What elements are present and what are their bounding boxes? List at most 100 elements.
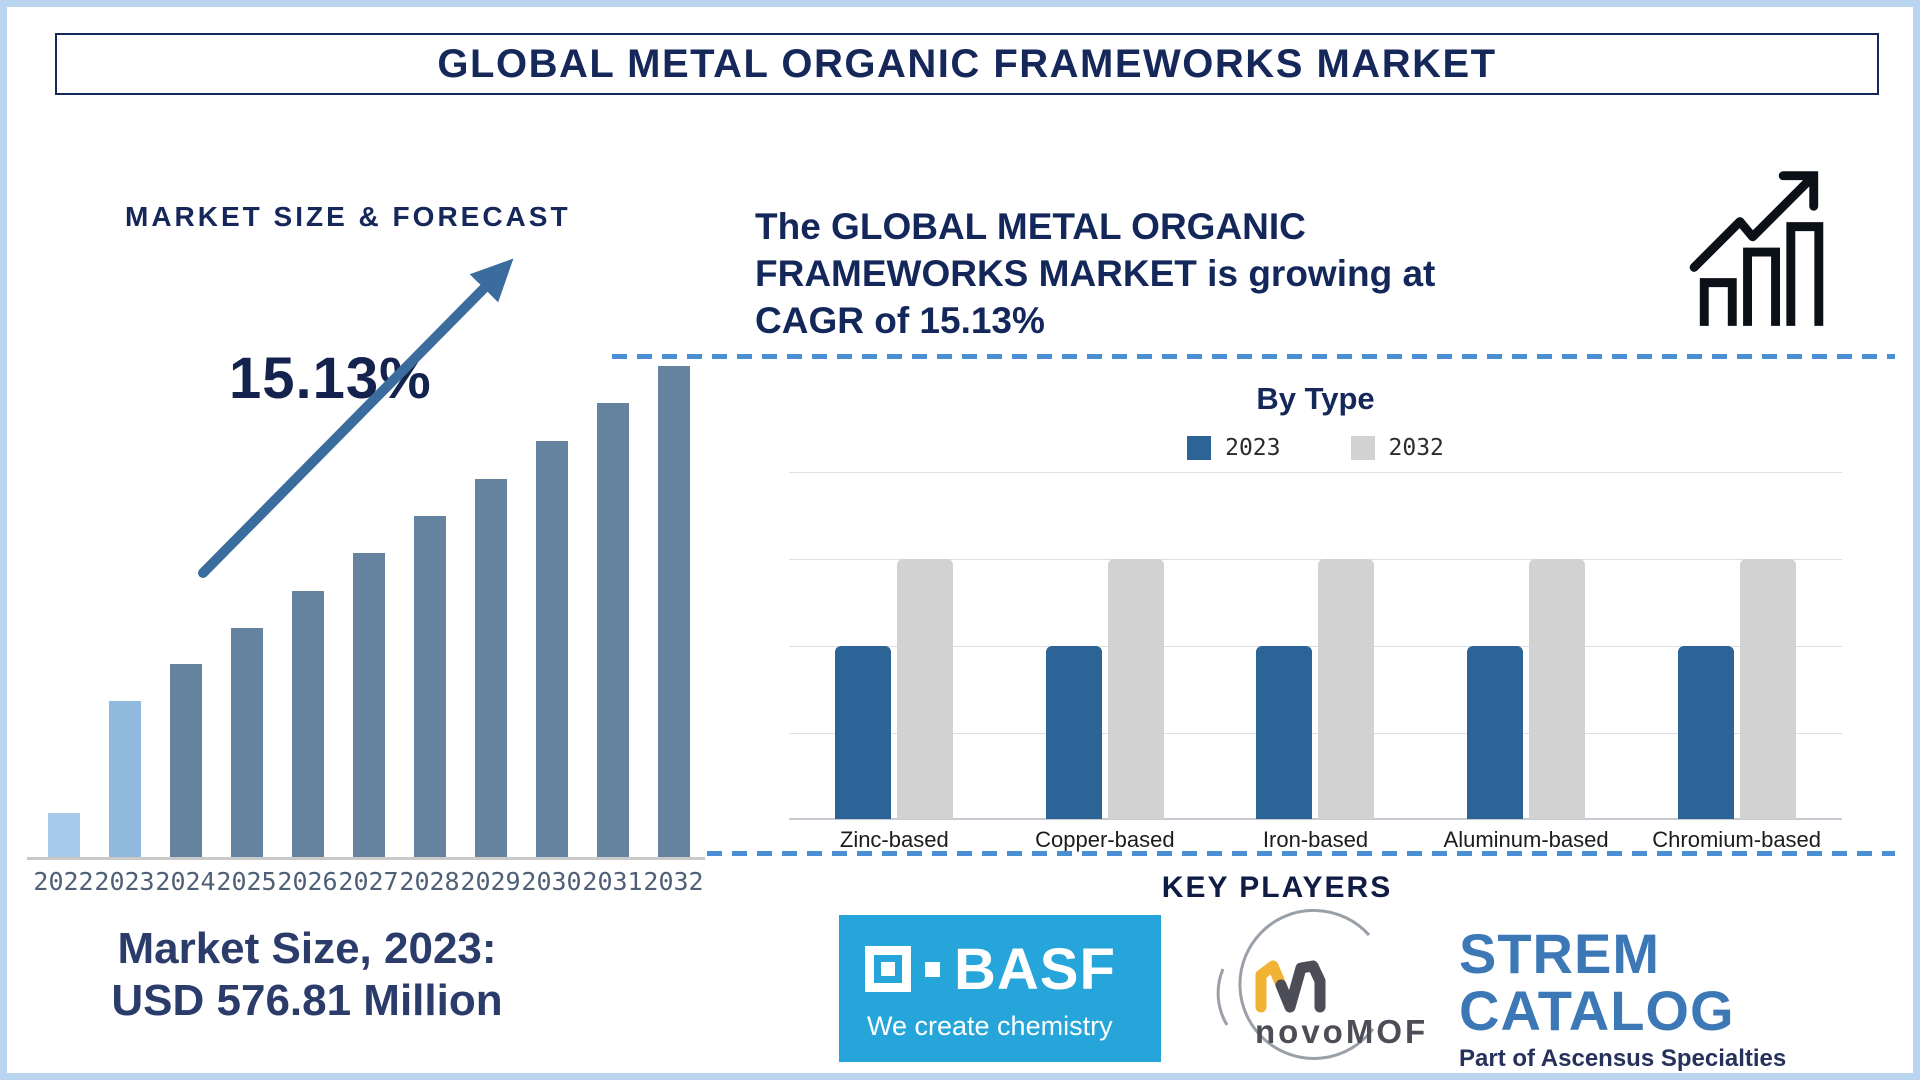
key-players-heading: KEY PLAYERS	[1161, 871, 1393, 904]
bar-group-Copper-based	[1000, 472, 1211, 819]
bar-Iron-based-2032	[1318, 559, 1375, 819]
by-type-category-axis: Zinc-based Copper-based Iron-based Aluminum…	[789, 827, 1842, 853]
basf-square-icon	[865, 946, 911, 992]
year-label-2027: 2027	[338, 867, 399, 896]
left-chart-baseline	[27, 857, 705, 860]
bar-slot-2026	[277, 357, 338, 858]
basf-tagline: We create chemistry	[867, 1010, 1113, 1041]
bar-Zinc-based-2023	[835, 646, 892, 819]
market-size-bar-chart	[33, 357, 704, 858]
bar-Copper-based-2023	[1045, 646, 1102, 819]
category-label-Copper-based: Copper-based	[1035, 827, 1175, 852]
year-label-2028: 2028	[399, 867, 460, 896]
category-label-Aluminum-based: Aluminum-based	[1443, 827, 1609, 852]
novomof-wordmark: novoMOF	[1255, 1013, 1428, 1050]
category-label-Iron-based: Iron-based	[1262, 827, 1369, 852]
legend-label-2032: 2032	[1388, 435, 1444, 461]
legend-swatch-2023	[1187, 436, 1212, 460]
dashed-divider-top	[612, 354, 1895, 359]
market-size-line2: USD 576.81 Million	[111, 976, 503, 1025]
left-chart-year-axis: 2022 2023 2024 2025 2026 2027 2028 2029 2030 2031…	[33, 867, 704, 896]
growth-statement: The GLOBAL METAL ORGANIC FRAMEWORKS MARK…	[755, 203, 1595, 344]
year-label-2024: 2024	[155, 867, 216, 896]
bar-Chromium-based-2023	[1677, 646, 1734, 819]
category-label-Zinc-based: Zinc-based	[839, 827, 949, 852]
growth-trend-arrow-icon	[198, 258, 514, 578]
year-label-2031: 2031	[582, 867, 643, 896]
novomof-mark-grey	[1275, 960, 1326, 1013]
bar-Iron-based-2023	[1256, 646, 1313, 819]
bar-Zinc-based-2032	[897, 559, 954, 819]
bar-group-Chromium-based	[1631, 472, 1842, 819]
strem-logo: STREM CATALOG Part of Ascensus Specialti…	[1459, 925, 1839, 1073]
bar-Chromium-based-2032	[1739, 559, 1796, 819]
year-label-2030: 2030	[521, 867, 582, 896]
growth-statement-line1: The GLOBAL METAL ORGANIC	[755, 206, 1306, 247]
novomof-logo: novoMOF	[1216, 908, 1428, 1060]
bar-slot-2024	[155, 357, 216, 858]
novomof-mark-yellow	[1255, 960, 1287, 1013]
strem-wordmark-line2: CATALOG	[1459, 979, 1735, 1042]
year-label-2023: 2023	[94, 867, 155, 896]
basf-logo: BASF We create chemistry	[839, 915, 1161, 1062]
growth-statement-line2: FRAMEWORKS MARKET is growing at	[755, 253, 1436, 294]
bar-slot-2030	[521, 357, 582, 858]
page-title: GLOBAL METAL ORGANIC FRAMEWORKS MARKET	[437, 41, 1497, 86]
year-label-2026: 2026	[277, 867, 338, 896]
bar-slot-2025	[216, 357, 277, 858]
gridline	[789, 472, 1842, 473]
market-size-line1: Market Size, 2023:	[117, 924, 497, 973]
gridline	[789, 646, 1842, 647]
bar-chart-up-arrow-icon	[1689, 171, 1824, 326]
market-bar-2027	[352, 553, 385, 858]
strem-wordmark-line1: STREM	[1459, 922, 1660, 985]
basf-small-square-icon	[925, 961, 940, 977]
novomof-arc-outer	[1238, 908, 1375, 1060]
market-bar-2029	[474, 479, 507, 858]
year-label-2025: 2025	[216, 867, 277, 896]
bar-slot-2031	[582, 357, 643, 858]
bar-group-Iron-based	[1210, 472, 1421, 819]
bar-slot-2028	[399, 357, 460, 858]
market-bar-2022	[47, 813, 80, 858]
bar-slot-2032	[643, 357, 704, 858]
market-bar-2024	[169, 664, 202, 858]
market-bar-2023	[108, 701, 141, 858]
year-label-2029: 2029	[460, 867, 521, 896]
bar-slot-2022	[33, 357, 94, 858]
market-bar-2032	[657, 366, 690, 858]
bar-Aluminum-based-2032	[1529, 559, 1586, 819]
by-type-legend: 2023 2032	[789, 435, 1842, 461]
bar-Aluminum-based-2023	[1467, 646, 1524, 819]
bar-slot-2029	[460, 357, 521, 858]
gridline	[789, 559, 1842, 560]
legend-item-2032: 2032	[1350, 435, 1444, 461]
bar-Copper-based-2032	[1107, 559, 1164, 819]
market-size-callout: Market Size, 2023: USD 576.81 Million	[47, 923, 567, 1027]
legend-item-2023: 2023	[1187, 435, 1281, 461]
category-label-Chromium-based: Chromium-based	[1652, 827, 1822, 852]
market-bar-2030	[535, 441, 568, 858]
bar-group-Zinc-based	[789, 472, 1000, 819]
market-bar-2028	[413, 516, 446, 858]
bar-group-Aluminum-based	[1421, 472, 1632, 819]
gridline	[789, 733, 1842, 734]
legend-label-2023: 2023	[1225, 435, 1281, 461]
basf-logo-row: BASF	[865, 936, 1135, 1003]
basf-square-inner	[881, 962, 895, 976]
market-size-forecast-heading: MARKET SIZE & FORECAST	[125, 201, 571, 232]
market-bar-2025	[230, 628, 263, 858]
year-label-2032: 2032	[643, 867, 704, 896]
legend-swatch-2032	[1350, 436, 1375, 460]
by-type-chart-title: By Type	[1256, 381, 1375, 416]
x-axis-line	[789, 818, 1842, 820]
market-bar-2026	[291, 591, 324, 858]
strem-tagline: Part of Ascensus Specialties	[1459, 1045, 1787, 1072]
year-label-2022: 2022	[33, 867, 94, 896]
novomof-arc-inner	[1216, 968, 1229, 1026]
title-box: GLOBAL METAL ORGANIC FRAMEWORKS MARKET	[55, 33, 1879, 95]
by-type-bar-groups	[789, 472, 1842, 819]
growth-statement-line3: CAGR of 15.13%	[755, 300, 1045, 341]
basf-wordmark: BASF	[954, 936, 1116, 1002]
bar-slot-2023	[94, 357, 155, 858]
